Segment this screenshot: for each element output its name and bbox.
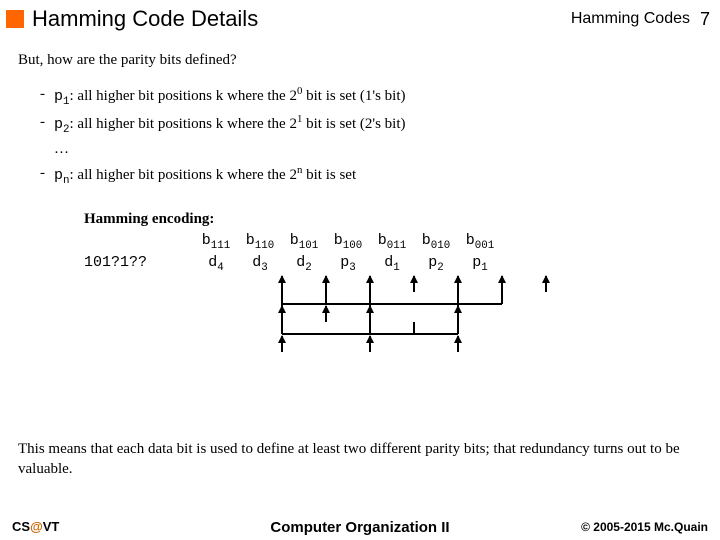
bitpos-label: b111 — [194, 232, 238, 252]
bitpos-label: b010 — [414, 232, 458, 252]
footer-left: CS@VT — [12, 519, 59, 534]
bit-label: d2 — [282, 254, 326, 274]
footer-right: © 2005-2015 Mc.Quain — [581, 520, 708, 534]
bullet-p1: - p1: all higher bit positions k where t… — [40, 83, 702, 111]
footnote-text: This means that each data bit is used to… — [18, 440, 702, 479]
bullet-pn: - pn: all higher bit positions k where t… — [40, 162, 702, 190]
bullet-p2: - p2: all higher bit positions k where t… — [40, 111, 702, 139]
page-number: 7 — [700, 9, 710, 30]
footer: CS@VT Computer Organization II © 2005-20… — [0, 519, 720, 534]
bit-label: p2 — [414, 254, 458, 274]
bitpos-label: b101 — [282, 232, 326, 252]
topic-label: Hamming Codes — [571, 10, 690, 28]
accent-square — [6, 10, 24, 28]
bit-label: p3 — [326, 254, 370, 274]
bit-label: d3 — [238, 254, 282, 274]
encoding-input: 101?1?? — [84, 254, 194, 274]
bit-label: d1 — [370, 254, 414, 274]
bitpos-label: b011 — [370, 232, 414, 252]
bit-label: d4 — [194, 254, 238, 274]
bitpos-label: b001 — [458, 232, 502, 252]
page-title: Hamming Code Details — [32, 6, 571, 32]
bitpos-label: b110 — [238, 232, 282, 252]
encoding-title: Hamming encoding: — [84, 211, 702, 228]
encoding-grid: b111b110b101b100b011b010b001101?1??d4d3d… — [84, 232, 702, 274]
bitpos-label: b100 — [326, 232, 370, 252]
encoding-block: Hamming encoding: b111b110b101b100b011b0… — [84, 211, 702, 360]
bullet-list: - p1: all higher bit positions k where t… — [40, 83, 702, 189]
bullet-ellipsis: … — [40, 138, 702, 161]
bit-label: p1 — [458, 254, 502, 274]
parity-diagram — [260, 274, 568, 360]
question-text: But, how are the parity bits defined? — [18, 52, 702, 69]
